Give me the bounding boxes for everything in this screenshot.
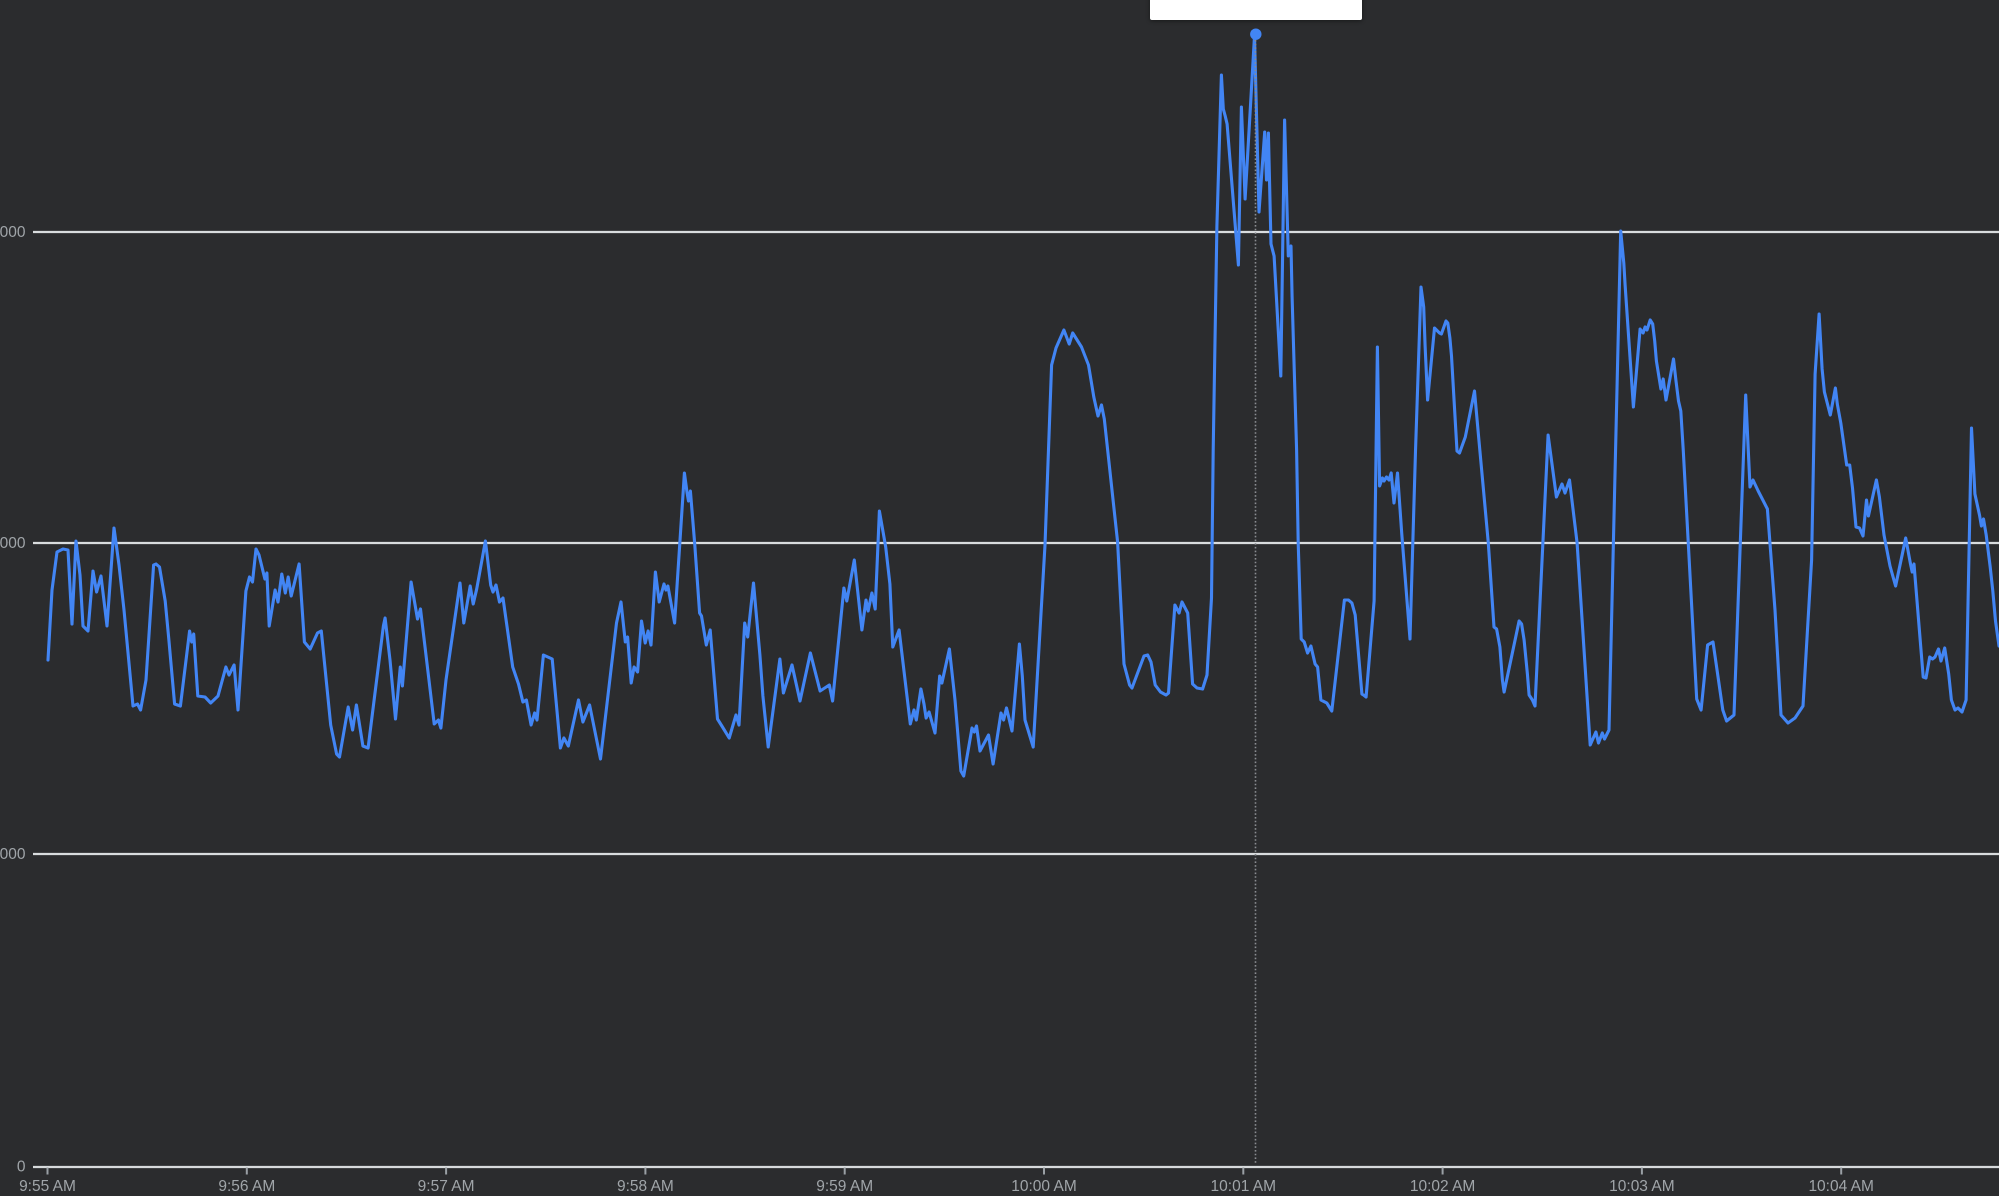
svg-text:9:56 AM: 9:56 AM: [218, 1178, 275, 1195]
svg-text:9:59 AM: 9:59 AM: [816, 1178, 873, 1195]
svg-text:9:55 AM: 9:55 AM: [19, 1178, 76, 1195]
svg-text:000: 000: [0, 535, 26, 552]
svg-text:10:04 AM: 10:04 AM: [1808, 1178, 1874, 1195]
svg-text:000: 000: [0, 224, 26, 241]
svg-text:000: 000: [0, 846, 26, 863]
svg-text:9:57 AM: 9:57 AM: [418, 1178, 475, 1195]
svg-text:10:02 AM: 10:02 AM: [1410, 1178, 1476, 1195]
svg-text:0: 0: [17, 1159, 26, 1176]
svg-text:10:03 AM: 10:03 AM: [1609, 1178, 1675, 1195]
svg-text:10:01 AM: 10:01 AM: [1211, 1178, 1277, 1195]
svg-text:10:00 AM: 10:00 AM: [1011, 1178, 1077, 1195]
svg-text:9:58 AM: 9:58 AM: [617, 1178, 674, 1195]
